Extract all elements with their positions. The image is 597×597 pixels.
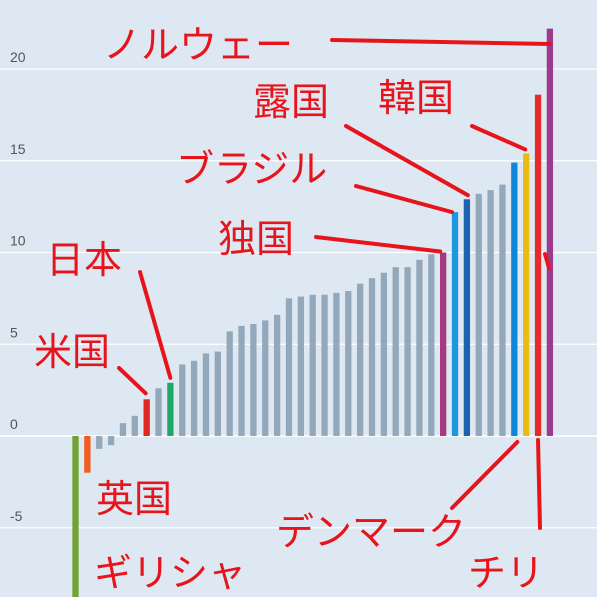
bar-米国 xyxy=(143,399,150,436)
bar xyxy=(309,294,316,436)
bar xyxy=(119,423,127,436)
bar xyxy=(345,291,352,436)
bar xyxy=(487,190,494,436)
bar xyxy=(475,193,482,436)
callout-韓国: 韓国 xyxy=(378,76,454,120)
leader-line-デンマーク xyxy=(450,440,520,510)
leader-line-日本 xyxy=(138,270,173,380)
bar xyxy=(416,259,423,436)
bar xyxy=(107,436,115,446)
bar xyxy=(155,388,162,436)
callout-ノルウェー: ノルウェー xyxy=(103,23,293,67)
bar xyxy=(285,298,293,436)
bar xyxy=(226,331,233,436)
y-tick-label: -5 xyxy=(10,508,23,524)
callout-露国: 露国 xyxy=(253,80,329,124)
annotation-leaders xyxy=(117,38,552,530)
bar-チリ xyxy=(534,94,542,436)
bars xyxy=(72,28,554,597)
y-axis-ticks: 20 15 10 5 0 -5 xyxy=(10,49,26,524)
y-tick-label: 5 xyxy=(10,324,18,340)
bar-英国 xyxy=(84,436,91,473)
bar xyxy=(392,267,399,436)
bar xyxy=(380,272,388,436)
leader-line-独国 xyxy=(314,235,443,254)
bar xyxy=(404,267,411,436)
callout-ブラジル: ブラジル xyxy=(176,147,327,191)
bar xyxy=(214,351,221,436)
bar xyxy=(202,353,210,436)
bar xyxy=(250,324,257,436)
bar xyxy=(333,292,340,436)
bar xyxy=(321,294,328,436)
leader-line-チリ xyxy=(536,438,542,530)
bar xyxy=(190,360,198,436)
bar xyxy=(273,314,281,436)
callout-ギリシャ: ギリシャ xyxy=(94,551,246,595)
leader-line-ブラジル xyxy=(354,184,455,215)
callout-日本: 日本 xyxy=(46,238,122,282)
callout-チリ: チリ xyxy=(468,551,544,595)
y-tick-label: 15 xyxy=(10,141,26,157)
bar-日本 xyxy=(167,382,174,436)
bar xyxy=(368,278,376,436)
bar xyxy=(131,415,138,436)
bar xyxy=(238,325,245,436)
bar xyxy=(179,364,186,436)
bar xyxy=(96,436,103,449)
leader-line-ノルウェー-tail xyxy=(543,252,551,270)
bar-デンマーク xyxy=(511,162,518,436)
callout-デンマーク: デンマーク xyxy=(276,510,466,554)
bar-韓国 xyxy=(523,153,530,436)
y-tick-label: 0 xyxy=(10,416,18,432)
callout-独国: 独国 xyxy=(218,217,294,261)
bar xyxy=(297,296,304,436)
bar xyxy=(428,254,435,436)
bar xyxy=(356,283,364,436)
callout-英国: 英国 xyxy=(96,477,172,521)
bar-ギリシャ xyxy=(72,436,79,597)
leader-line-露国 xyxy=(344,124,470,198)
leader-line-韓国 xyxy=(470,124,528,152)
y-tick-label: 10 xyxy=(10,233,26,249)
bar xyxy=(262,320,269,436)
bar-ノルウェー xyxy=(546,28,554,436)
bar-ブラジル xyxy=(451,212,459,436)
bar-独国 xyxy=(440,252,447,436)
callout-米国: 米国 xyxy=(34,330,110,374)
y-tick-label: 20 xyxy=(10,49,26,65)
leader-line-米国 xyxy=(117,366,148,396)
leader-line-ノルウェー xyxy=(330,38,552,46)
bar-露国 xyxy=(463,199,471,436)
bar xyxy=(499,184,506,436)
